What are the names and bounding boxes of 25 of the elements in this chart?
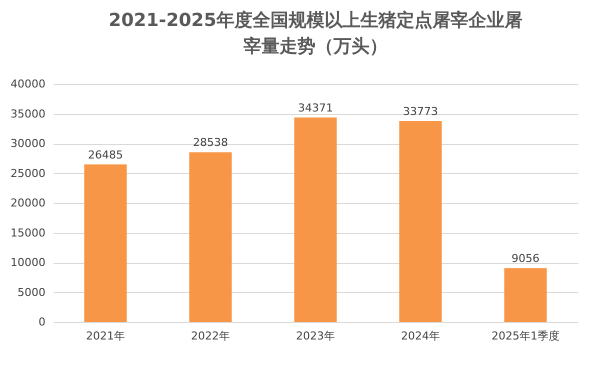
y-tick-label: 35000 — [10, 107, 46, 120]
bar — [84, 164, 127, 322]
y-tick-label: 5000 — [18, 286, 46, 299]
y-tick-label: 15000 — [10, 226, 46, 240]
x-tick-label: 2021年 — [86, 330, 125, 342]
y-tick-label: 0 — [38, 316, 46, 328]
bar — [399, 121, 442, 322]
y-tick-label: 20000 — [10, 196, 46, 210]
bar — [189, 152, 232, 322]
x-tick-label: 2024年 — [401, 330, 440, 342]
y-tick-label: 10000 — [10, 256, 46, 269]
x-tick-label: 2023年 — [296, 330, 335, 342]
y-tick-label: 25000 — [10, 166, 46, 180]
chart-title: 2021-2025年度全国规模以上生猪定点屠宰企业屠宰量走势（万头） — [108, 10, 522, 57]
data-label: 26485 — [88, 148, 123, 162]
data-label: 9056 — [512, 252, 540, 266]
x-tick-label: 2022年 — [191, 330, 230, 342]
x-tick-label: 2025年1季度 — [492, 330, 560, 342]
y-tick-label: 40000 — [10, 78, 46, 90]
bar — [294, 117, 337, 322]
data-label: 28538 — [193, 136, 228, 150]
bar — [504, 268, 547, 322]
data-label: 33773 — [403, 105, 438, 118]
data-label: 34371 — [298, 101, 333, 114]
y-tick-label: 30000 — [10, 137, 46, 150]
